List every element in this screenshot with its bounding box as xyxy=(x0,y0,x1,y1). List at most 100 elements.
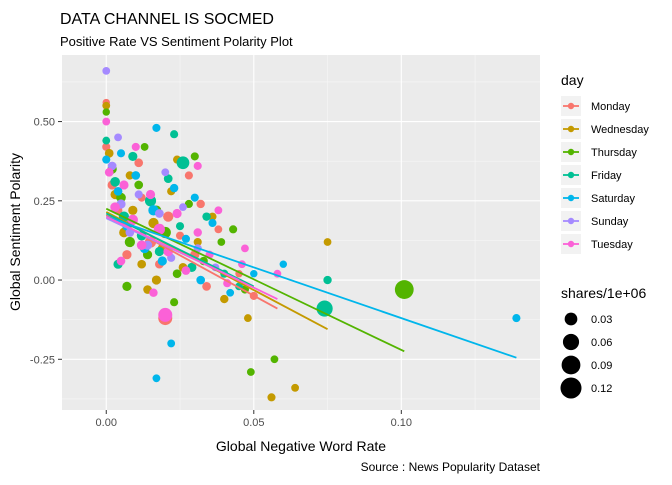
data-point xyxy=(116,149,126,158)
color-legend-items: Monday Wednesday Thursday Friday Saturday Sun… xyxy=(561,96,649,254)
size-legend-point xyxy=(564,312,578,326)
data-point xyxy=(226,288,235,297)
data-point xyxy=(202,212,211,221)
data-point xyxy=(137,259,147,269)
data-point xyxy=(122,281,132,291)
size-legend-point xyxy=(562,333,580,351)
size-legend-label: 0.06 xyxy=(591,337,612,349)
y-axis-label: Global Sentiment Polarity xyxy=(7,153,23,311)
size-legend-label: 0.12 xyxy=(591,383,612,395)
data-point xyxy=(102,101,111,110)
data-point xyxy=(214,225,223,234)
data-point xyxy=(128,205,138,215)
data-point xyxy=(157,256,167,266)
data-point xyxy=(323,275,332,285)
chart-title: DATA CHANNEL IS SOCMED xyxy=(60,11,274,28)
legend-label: Tuesday xyxy=(591,239,633,251)
size-legend-label: 0.09 xyxy=(591,360,612,372)
data-point xyxy=(316,300,333,317)
legend-label: Wednesday xyxy=(591,124,649,136)
data-point xyxy=(208,218,217,228)
legend-key-point xyxy=(567,125,575,133)
data-point xyxy=(134,190,143,199)
data-point xyxy=(193,228,202,237)
data-point xyxy=(179,203,187,212)
y-tick-label: 0.25 xyxy=(34,196,55,208)
legend-key-point xyxy=(567,102,575,110)
data-point xyxy=(190,152,199,161)
size-legend: shares/1e+06 0.03 0.06 0.09 0.12 xyxy=(560,285,646,399)
data-point xyxy=(104,148,114,158)
legend-key-point xyxy=(567,148,575,156)
data-point xyxy=(136,240,147,251)
axis-layer: 0.00 0.05 0.10 -0.25 0.00 0.25 0.50 xyxy=(30,117,412,429)
data-point xyxy=(512,314,521,323)
data-point xyxy=(250,269,258,278)
data-point xyxy=(149,288,158,297)
data-point xyxy=(172,208,182,219)
data-point xyxy=(196,199,205,209)
data-point xyxy=(170,130,179,139)
data-point xyxy=(243,314,252,322)
data-point xyxy=(208,212,217,221)
legend-key-point xyxy=(567,171,575,179)
y-tick-label: 0.00 xyxy=(34,275,55,287)
data-point xyxy=(124,236,136,248)
data-point xyxy=(193,237,202,247)
size-legend-title: shares/1e+06 xyxy=(561,285,646,301)
data-point xyxy=(169,183,179,193)
data-point xyxy=(181,234,190,243)
size-legend-point xyxy=(561,355,581,375)
data-point xyxy=(152,123,161,132)
data-point xyxy=(102,117,111,126)
data-point xyxy=(172,269,182,279)
data-point xyxy=(163,174,173,183)
data-point xyxy=(241,244,249,253)
trend-line xyxy=(105,215,517,359)
data-point xyxy=(113,186,123,196)
size-legend-point xyxy=(560,377,582,399)
data-point xyxy=(175,222,185,231)
data-point xyxy=(114,133,122,142)
data-point xyxy=(145,189,156,200)
chart-caption: Source : News Popularity Dataset xyxy=(361,460,541,474)
legend-key-point xyxy=(567,194,575,202)
data-point xyxy=(267,393,276,402)
y-tick-label: -0.25 xyxy=(30,354,55,366)
data-point xyxy=(184,171,193,180)
data-point xyxy=(116,256,126,266)
data-point xyxy=(196,275,206,285)
data-point xyxy=(214,206,223,215)
legend-key-point xyxy=(567,217,575,225)
data-point xyxy=(202,282,211,291)
data-point xyxy=(134,158,144,168)
data-point xyxy=(131,171,141,180)
data-point xyxy=(246,368,255,376)
data-point xyxy=(102,142,111,151)
data-point xyxy=(270,355,279,364)
data-point xyxy=(193,161,202,170)
color-legend-title: day xyxy=(561,72,584,88)
data-point xyxy=(190,193,199,202)
data-point xyxy=(176,156,190,170)
data-point xyxy=(110,202,120,212)
legend-key-point xyxy=(567,240,575,248)
data-point xyxy=(167,339,176,348)
x-axis-label: Global Negative Word Rate xyxy=(216,438,386,454)
legend-label: Saturday xyxy=(591,193,636,205)
x-tick-label: 0.10 xyxy=(391,417,412,429)
data-point xyxy=(128,151,138,162)
color-legend: day Monday Wednesday Thursday Friday Saturda… xyxy=(561,72,649,254)
data-point xyxy=(155,209,164,218)
data-point xyxy=(181,266,191,275)
data-point xyxy=(110,176,120,187)
data-point xyxy=(394,280,414,299)
data-point xyxy=(158,307,173,322)
data-point xyxy=(161,168,170,177)
data-point xyxy=(102,136,111,145)
data-point xyxy=(131,142,140,151)
data-point xyxy=(140,143,149,151)
legend-label: Friday xyxy=(591,170,622,182)
x-tick-label: 0.05 xyxy=(243,417,264,429)
